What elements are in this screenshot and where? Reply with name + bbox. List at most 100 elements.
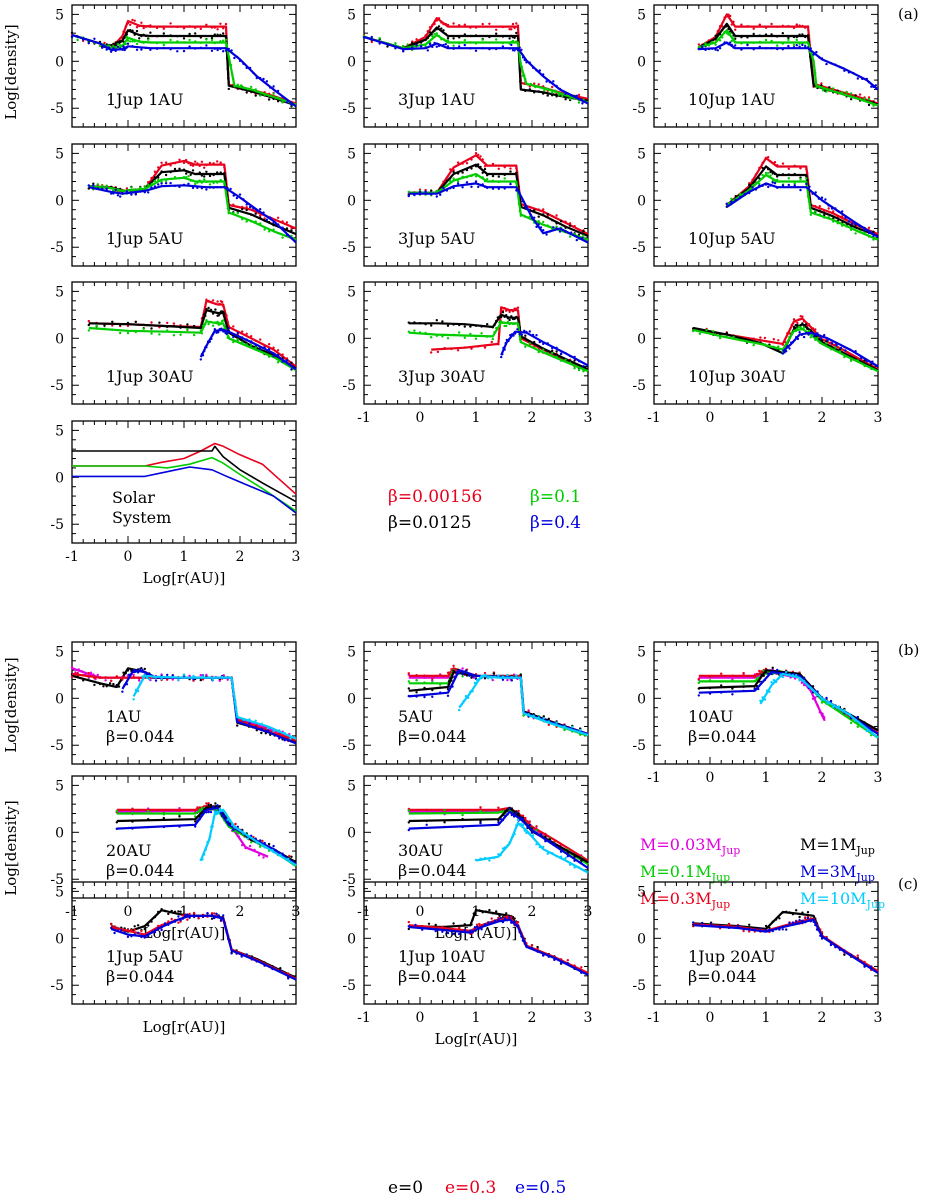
data-point	[290, 368, 293, 371]
data-point	[425, 812, 428, 815]
data-point	[191, 164, 195, 167]
data-point	[491, 337, 494, 341]
data-point	[539, 226, 543, 229]
data-point	[80, 670, 84, 673]
data-point	[216, 300, 219, 303]
data-point	[210, 26, 214, 29]
data-point	[135, 26, 139, 29]
data-point	[524, 822, 527, 825]
data-point	[217, 914, 220, 917]
data-point	[143, 667, 146, 671]
data-point	[129, 40, 132, 43]
data-point	[110, 186, 113, 190]
data-point	[213, 33, 216, 36]
data-point	[276, 96, 280, 99]
data-point	[216, 320, 219, 323]
data-point	[843, 709, 846, 712]
data-point	[474, 165, 478, 168]
data-point	[754, 188, 758, 191]
data-point	[162, 813, 165, 816]
data-point	[753, 688, 756, 691]
data-point	[263, 346, 266, 349]
data-point	[811, 192, 814, 195]
data-point	[581, 102, 584, 105]
data-point	[186, 913, 189, 916]
data-point	[770, 47, 773, 50]
y-tick-label: 0	[55, 193, 64, 209]
data-point	[413, 329, 416, 332]
data-point	[254, 346, 257, 349]
data-point	[236, 714, 239, 717]
data-point	[458, 24, 461, 27]
data-point	[155, 35, 159, 38]
data-point	[500, 315, 503, 319]
data-point	[116, 43, 120, 46]
data-point	[547, 88, 550, 92]
data-point	[486, 177, 489, 181]
data-point	[138, 677, 141, 680]
data-point	[192, 911, 196, 915]
data-point	[463, 23, 466, 26]
data-point	[497, 821, 500, 824]
data-point	[538, 845, 541, 849]
data-point	[778, 917, 781, 920]
data-point	[402, 44, 405, 48]
data-point	[278, 729, 281, 732]
data-point	[160, 182, 163, 185]
data-point	[223, 329, 226, 332]
data-point	[139, 667, 142, 671]
data-point	[272, 844, 275, 848]
data-point	[142, 327, 145, 330]
data-point	[758, 166, 761, 170]
data-point	[194, 820, 197, 823]
data-point	[497, 918, 500, 921]
data-point	[773, 161, 777, 164]
data-point	[808, 206, 812, 210]
data-point	[559, 843, 563, 846]
data-point	[272, 730, 275, 733]
data-point	[820, 57, 824, 60]
data-point	[806, 171, 809, 175]
data-point	[721, 25, 724, 28]
data-point	[531, 333, 535, 337]
data-point	[513, 920, 516, 923]
data-point	[206, 912, 209, 915]
data-point	[205, 170, 208, 173]
data-point	[471, 690, 474, 693]
data-point	[413, 193, 416, 197]
data-point	[708, 686, 712, 690]
data-point	[508, 916, 511, 919]
data-point	[787, 173, 790, 176]
data-point	[442, 180, 445, 183]
data-point	[514, 332, 517, 335]
data-point	[820, 339, 824, 342]
data-point	[452, 169, 455, 172]
data-point	[799, 167, 802, 170]
data-point	[764, 924, 768, 928]
data-point	[222, 809, 225, 812]
data-point	[812, 82, 815, 85]
data-point	[788, 347, 791, 350]
data-point	[164, 173, 168, 177]
data-point	[259, 338, 262, 341]
data-point	[841, 224, 844, 227]
data-point	[510, 308, 513, 312]
data-point	[130, 672, 133, 675]
data-point	[450, 347, 453, 351]
data-point	[872, 238, 875, 241]
data-point	[143, 185, 146, 188]
series-black	[72, 445, 297, 503]
data-point	[823, 333, 826, 337]
data-point	[452, 44, 455, 47]
data-point	[510, 333, 513, 336]
series-line	[408, 313, 589, 371]
data-point	[129, 23, 132, 26]
series-line	[408, 182, 589, 244]
data-point	[178, 815, 181, 818]
data-point	[812, 920, 815, 923]
panel-label: β=0.044	[398, 727, 466, 746]
data-point	[791, 341, 795, 344]
series-line	[72, 466, 297, 514]
data-point	[506, 844, 509, 847]
